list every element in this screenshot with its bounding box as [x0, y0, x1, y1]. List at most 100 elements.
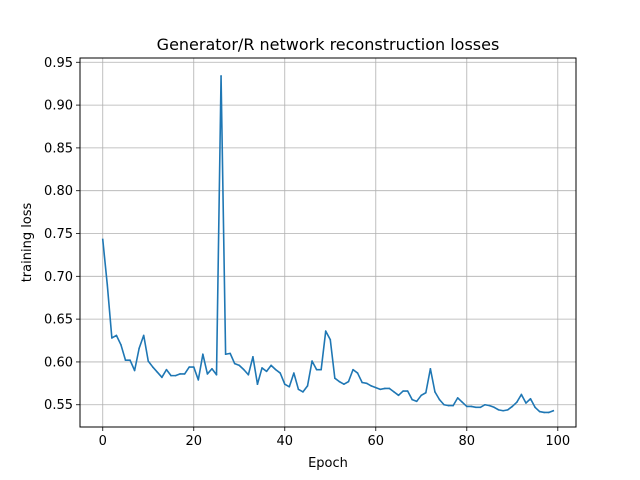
data-point [220, 75, 222, 77]
data-point [506, 409, 509, 411]
data-point [293, 372, 295, 374]
data-point [124, 359, 127, 362]
data-point [147, 360, 150, 362]
data-point [283, 383, 286, 385]
x-tick-label: 100 [545, 434, 570, 449]
data-point [138, 347, 140, 350]
data-point [183, 373, 186, 375]
x-tick-label: 60 [368, 434, 385, 449]
data-point [543, 411, 545, 414]
data-point [142, 334, 145, 337]
data-point [334, 377, 336, 380]
data-point [192, 366, 195, 368]
data-point [529, 397, 532, 400]
data-point [465, 405, 468, 408]
data-point [274, 368, 277, 371]
data-point [470, 405, 473, 408]
data-point [516, 401, 518, 403]
data-point [315, 368, 318, 371]
data-point [356, 372, 359, 374]
data-point [406, 390, 409, 392]
plot-frame [79, 57, 577, 428]
data-point [352, 368, 354, 371]
series-layer [101, 75, 555, 414]
data-point [461, 401, 464, 403]
data-point [475, 406, 477, 409]
data-point [288, 385, 291, 388]
data-point [279, 372, 282, 374]
x-axis-label: Epoch [308, 456, 348, 471]
y-tick-label: 0.65 [44, 313, 73, 328]
data-point [188, 366, 191, 368]
data-point [133, 369, 136, 372]
data-point [402, 390, 404, 392]
y-tick-label: 0.70 [44, 270, 73, 285]
data-point [443, 403, 445, 406]
data-point [297, 388, 300, 391]
data-point [252, 356, 254, 358]
grid [80, 58, 576, 427]
y-tick-label: 0.75 [44, 227, 73, 242]
data-point [361, 381, 363, 384]
data-point [179, 373, 181, 375]
data-point [202, 353, 204, 356]
data-point [534, 406, 536, 409]
data-point [520, 393, 523, 396]
data-point [106, 284, 109, 286]
data-point [111, 337, 113, 339]
x-tick-label: 0 [99, 434, 107, 449]
data-point [270, 364, 272, 367]
data-point [256, 383, 259, 385]
data-point [101, 238, 104, 241]
data-point [306, 385, 309, 387]
y-tick-label: 0.85 [44, 141, 73, 156]
data-point [197, 379, 200, 381]
data-point [238, 364, 241, 367]
x-tick-label: 40 [276, 434, 293, 449]
data-point [397, 394, 400, 397]
data-point [347, 380, 350, 383]
data-point [438, 398, 441, 401]
data-point [379, 388, 382, 391]
data-point [129, 359, 131, 362]
x-tick-label: 80 [459, 434, 476, 449]
data-point [265, 370, 268, 373]
data-point [302, 391, 304, 393]
data-point [425, 391, 427, 394]
data-point [229, 352, 231, 355]
data-point [447, 404, 450, 407]
chart-title: Generator/R network reconstruction losse… [157, 35, 500, 54]
data-point [165, 368, 168, 371]
y-tick-label: 0.55 [44, 398, 73, 413]
data-point [365, 382, 368, 385]
data-point [411, 398, 413, 401]
data-point [456, 397, 459, 399]
data-point [547, 411, 550, 414]
data-point [311, 360, 313, 362]
data-point [224, 353, 227, 356]
data-point [497, 409, 500, 411]
series-line-0 [101, 75, 555, 414]
data-point [152, 366, 154, 368]
data-point [452, 404, 454, 407]
data-point [420, 394, 423, 397]
data-point [120, 344, 122, 346]
axis-ticks: 0 20 40 60 80 100 0.55 0.60 0.65 0.70 0.75 0.80 0.85… [44, 56, 570, 449]
data-point [484, 403, 486, 406]
data-point [261, 367, 263, 369]
data-point [338, 380, 341, 383]
data-point [211, 367, 213, 370]
data-point [320, 368, 322, 371]
data-point [374, 386, 377, 389]
data-point [233, 362, 236, 365]
y-tick-label: 0.90 [44, 99, 73, 114]
data-point [206, 373, 209, 375]
y-axis-label: training loss [20, 202, 35, 282]
data-point [502, 409, 504, 412]
data-point [479, 406, 482, 409]
data-point [324, 330, 327, 332]
data-point [343, 383, 345, 385]
x-tick-label: 20 [185, 434, 202, 449]
